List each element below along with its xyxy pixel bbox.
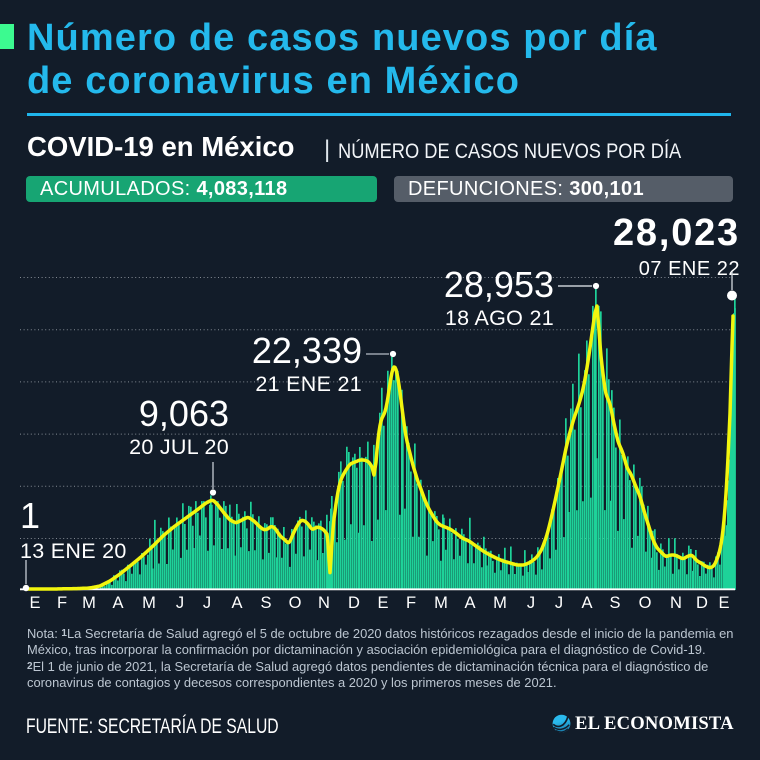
svg-text:O: O (289, 594, 302, 612)
svg-text:E: E (29, 594, 40, 612)
svg-text:E: E (377, 594, 388, 612)
svg-text:S: S (609, 594, 620, 612)
svg-text:J: J (203, 594, 211, 612)
svg-text:N: N (318, 594, 330, 612)
svg-text:S: S (260, 594, 271, 612)
svg-text:M: M (142, 594, 156, 612)
svg-text:D: D (696, 594, 708, 612)
svg-text:N: N (670, 594, 682, 612)
svg-text:F: F (57, 594, 67, 612)
svg-text:E: E (718, 594, 729, 612)
svg-text:A: A (231, 594, 242, 612)
svg-text:A: A (464, 594, 475, 612)
svg-text:A: A (581, 594, 592, 612)
svg-text:D: D (348, 594, 360, 612)
svg-text:F: F (406, 594, 416, 612)
svg-text:O: O (639, 594, 652, 612)
svg-text:J: J (555, 594, 563, 612)
svg-text:J: J (176, 594, 184, 612)
svg-text:M: M (434, 594, 448, 612)
svg-text:M: M (493, 594, 507, 612)
svg-text:M: M (82, 594, 96, 612)
svg-text:A: A (112, 594, 123, 612)
svg-text:J: J (527, 594, 535, 612)
